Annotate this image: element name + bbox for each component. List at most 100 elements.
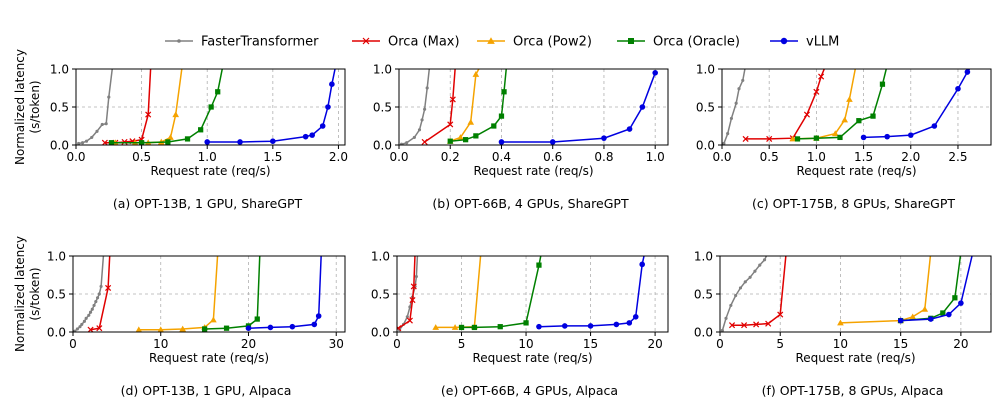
series-line-vllm: [207, 69, 336, 143]
x-axis-label: Request rate (req/s): [473, 164, 593, 178]
x-tick-label: 0: [393, 337, 401, 351]
legend-marker-orca-max: [362, 37, 370, 45]
x-tick-label: 0.8: [594, 150, 613, 164]
data-point-vllm: [639, 261, 645, 268]
data-point-orca-max: [803, 111, 810, 118]
data-point-orca-oracle: [539, 250, 544, 255]
data-point-orca-pow2: [846, 96, 853, 102]
data-point-orca-max: [105, 284, 112, 291]
data-point-orca-pow2: [472, 70, 480, 77]
data-point-orca-oracle: [184, 136, 191, 142]
chart-caption: (a) OPT-13B, 1 GPU, ShareGPT: [113, 196, 303, 211]
data-point-orca-max: [818, 73, 825, 80]
y-tick-label: 0.5: [373, 101, 392, 115]
data-point-vllm: [652, 70, 658, 76]
data-point-orca-max: [148, 63, 153, 68]
data-point-vllm: [311, 321, 318, 328]
x-tick-label: 5: [458, 337, 466, 351]
x-tick-label: 0: [69, 337, 77, 351]
data-point-vllm: [860, 134, 867, 141]
data-point-orca-max: [813, 88, 820, 95]
legend-marker-fastertransformer: [177, 39, 181, 43]
x-tick-label: 1.5: [854, 150, 873, 164]
data-point-orca-oracle: [254, 316, 260, 322]
series-line-orca-max: [90, 256, 111, 331]
y-tick-label: 0.5: [694, 288, 713, 302]
data-point-vllm: [884, 133, 890, 140]
series-points-orca-oracle: [794, 81, 886, 142]
data-point-fastertransformer: [748, 275, 752, 279]
data-point-orca-pow2: [451, 324, 459, 330]
ticks: 0.0 0.5 1.0 1.5 2.0 0.0 0.5 1.0: [50, 63, 348, 165]
data-point-orca-pow2: [831, 130, 839, 137]
row-y-label: Normalized latency(s/token): [13, 236, 42, 352]
data-point-orca-pow2: [837, 319, 844, 326]
series-line-orca-max: [732, 256, 787, 326]
series-points-orca-max: [101, 63, 153, 145]
data-point-orca-max: [784, 250, 789, 255]
series-line-fastertransformer: [74, 256, 105, 332]
data-point-vllm: [245, 325, 252, 332]
data-point-vllm: [319, 249, 325, 255]
series-line-orca-oracle: [797, 69, 888, 140]
data-point-fastertransformer: [84, 139, 89, 143]
data-point-orca-oracle: [201, 326, 208, 332]
data-point-fastertransformer: [95, 129, 99, 133]
data-point-orca-max: [765, 320, 772, 327]
data-point-orca-oracle: [491, 123, 497, 129]
series-group: [397, 250, 645, 332]
data-point-fastertransformer: [738, 286, 743, 290]
data-point-orca-oracle: [165, 139, 171, 145]
data-point-orca-oracle: [536, 262, 542, 268]
data-point-vllm: [267, 324, 274, 331]
x-tick-label: 15: [893, 337, 908, 351]
legend-entry-fastertransformer: FasterTransformer: [165, 35, 319, 50]
legend-marker-orca-pow2: [487, 37, 495, 44]
data-point-fastertransformer: [90, 307, 94, 311]
data-point-orca-pow2: [167, 134, 174, 140]
data-point-vllm: [946, 311, 952, 318]
series-points-vllm: [860, 62, 975, 141]
data-point-vllm: [626, 320, 633, 326]
data-point-orca-pow2: [921, 305, 929, 312]
data-point-vllm: [955, 85, 961, 92]
x-axis-label: Request rate (req/s): [796, 164, 916, 178]
data-point-orca-max: [753, 321, 760, 328]
series-points-vllm: [897, 300, 964, 324]
data-point-orca-max: [96, 325, 103, 332]
data-point-orca-max: [766, 135, 773, 142]
data-point-vllm: [204, 139, 211, 145]
data-point-orca-oracle: [952, 295, 958, 301]
x-tick-label: 0.5: [132, 150, 151, 164]
data-point-fastertransformer: [720, 328, 724, 332]
data-point-fastertransformer: [753, 269, 757, 273]
data-point-orca-max: [449, 96, 456, 103]
grid: [720, 256, 991, 332]
data-point-fastertransformer: [734, 101, 738, 105]
data-point-fastertransformer: [92, 303, 96, 307]
data-point-orca-pow2: [135, 326, 143, 332]
data-point-orca-oracle: [223, 325, 230, 331]
data-point-vllm: [237, 139, 243, 145]
data-point-orca-pow2: [467, 118, 475, 125]
series-line-orca-max: [745, 69, 826, 140]
series-points-fastertransformer: [77, 95, 111, 145]
series-line-orca-pow2: [138, 256, 219, 331]
x-tick-label: 10: [833, 337, 848, 351]
legend: FasterTransformer Orca (Max) Orca (Pow2) Or…: [165, 35, 839, 50]
grid: [397, 256, 668, 332]
grid: [73, 256, 345, 332]
data-point-vllm: [601, 135, 607, 141]
data-point-vllm: [969, 62, 975, 68]
series-line-orca-oracle: [900, 256, 962, 322]
data-point-fastertransformer: [729, 303, 733, 307]
x-tick-label: 10: [518, 337, 533, 351]
series-points-vllm: [245, 249, 325, 332]
data-point-orca-max: [777, 311, 784, 318]
x-tick-label: 0.6: [543, 150, 562, 164]
legend-entry-orca-pow2: Orca (Pow2): [477, 35, 592, 50]
data-point-orca-max: [412, 250, 417, 255]
series-points-orca-oracle: [898, 295, 958, 324]
data-point-fastertransformer: [77, 141, 81, 145]
grid: [399, 69, 668, 145]
